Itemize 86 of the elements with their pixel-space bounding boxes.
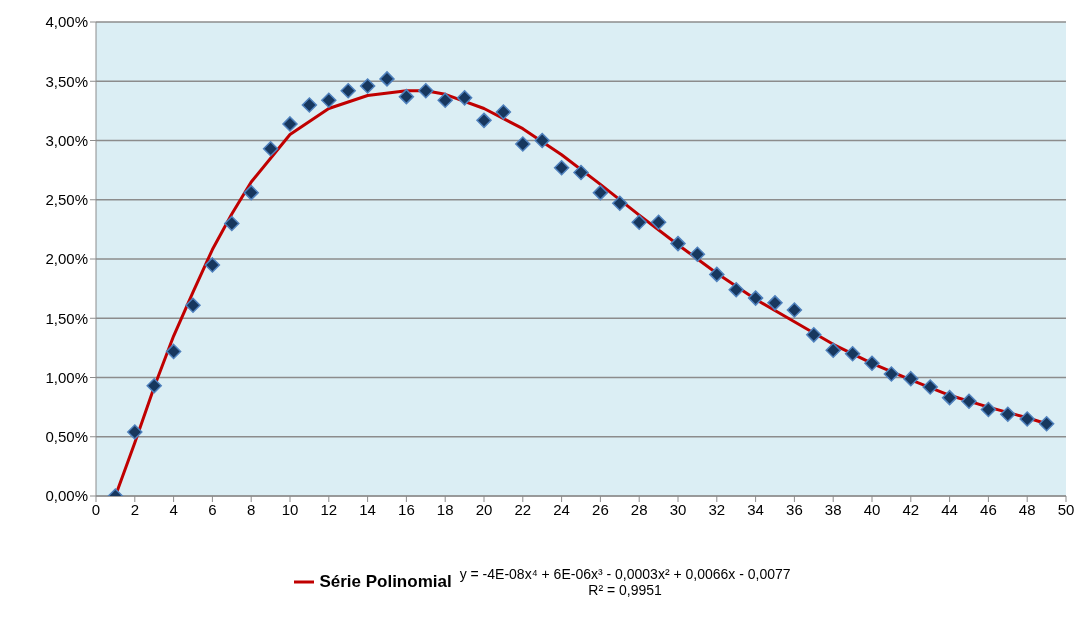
point [185,297,201,313]
point [204,257,221,273]
point [224,215,240,232]
point [243,184,259,201]
legend-label: Série Polinomial [319,572,452,592]
x-tick-label: 18 [436,500,454,518]
point [728,282,744,298]
text: y = -4E-08x⁴ + 6E-06x³ - 0,0003x² + 0,0066x - 0,0077 [459,566,791,582]
point [709,266,725,283]
point [573,164,589,181]
point [980,401,997,418]
point [631,214,647,231]
point [1019,411,1035,427]
y-tick-label: 2,00% [45,250,88,268]
point [495,104,512,120]
y-tick-label: 3,50% [45,72,88,90]
point [437,92,453,108]
point [825,342,841,358]
x-tick-label: 48 [1018,500,1036,518]
x-tick-label: 40 [863,500,881,518]
text: R² = 0,9951 [588,582,662,598]
y-tick-label: 0,00% [45,487,88,505]
point [592,184,609,201]
x-tick-label: 4 [169,500,178,518]
point [689,246,706,263]
x-tick-label: 14 [359,500,376,518]
y-tick-label: 1,50% [45,309,88,327]
point [398,88,415,105]
point [670,235,686,252]
point [650,214,667,231]
point [844,346,861,362]
x-tick-label: 28 [630,500,648,518]
point [262,141,279,157]
point [301,97,318,113]
point [1038,415,1055,432]
point [379,71,395,87]
point [165,343,182,360]
x-tick-label: 46 [980,500,997,518]
x-tick-label: 44 [941,500,958,518]
x-tick-label: 0 [91,500,101,518]
x-tick-label: 32 [708,500,726,518]
point [476,112,492,129]
point [747,290,764,306]
y-tick-label: 3,00% [45,131,88,149]
x-tick-label: 26 [592,500,609,518]
x-tick-label: 16 [398,500,415,518]
x-tick-label: 20 [475,500,493,518]
y-tick-label: 4,00% [45,13,88,31]
point [961,393,977,409]
point [359,78,376,94]
point [786,302,803,318]
point [767,295,783,311]
y-tick-label: 1,00% [45,368,88,386]
x-tick-label: 34 [747,500,764,518]
x-tick-label: 2 [130,500,139,518]
point [321,92,337,108]
x-tick-label: 30 [669,500,687,518]
x-tick-label: 10 [281,500,299,518]
point [456,90,473,106]
x-tick-label: 6 [208,500,217,518]
point [941,389,958,406]
y-tick-label: 2,50% [45,191,88,209]
point [340,82,356,99]
point [864,355,880,372]
x-tick-label: 12 [320,500,338,518]
point [922,379,938,395]
point [418,82,434,99]
y-tick-label: 0,50% [45,428,88,446]
x-tick-label: 8 [247,500,256,518]
point [515,136,531,152]
point [127,424,143,440]
point [903,370,919,387]
point [534,132,550,149]
point [553,160,570,176]
x-tick-label: 22 [514,500,532,518]
point [282,116,298,132]
point [612,195,628,212]
x-tick-label: 50 [1057,500,1075,518]
point [1000,406,1016,422]
x-tick-label: 42 [902,500,920,518]
x-tick-label: 24 [553,500,570,518]
point [146,378,162,394]
x-tick-label: 36 [786,500,803,518]
point [806,327,822,343]
x-tick-label: 38 [824,500,842,518]
point [883,366,900,382]
